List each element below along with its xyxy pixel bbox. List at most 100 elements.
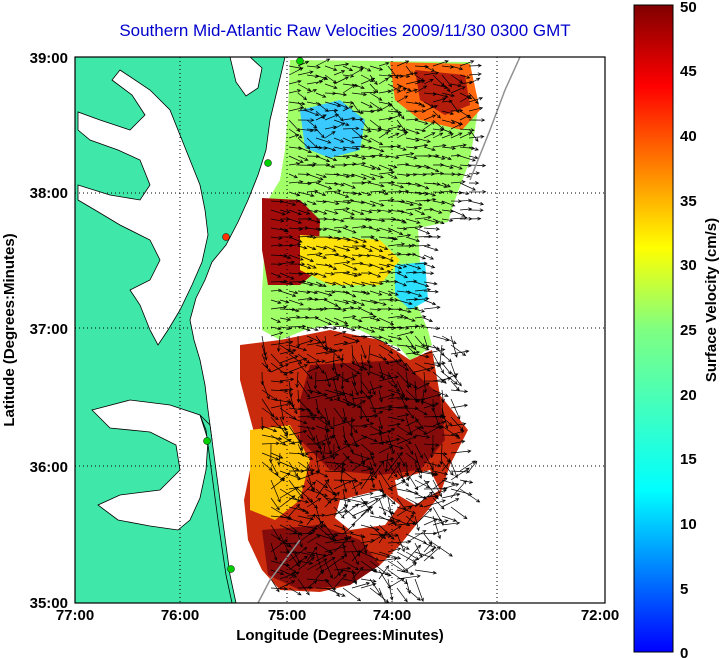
velocity-arrow: [333, 536, 352, 553]
velocity-arrow: [459, 182, 477, 191]
velocity-arrow: [360, 497, 374, 515]
velocity-arrow: [261, 380, 270, 400]
velocity-arrow: [342, 126, 360, 131]
velocity-arrow: [396, 434, 412, 444]
velocity-arrow: [297, 200, 308, 206]
velocity-arrow: [297, 209, 311, 215]
velocity-arrow: [279, 377, 295, 382]
velocity-arrow: [270, 317, 282, 323]
velocity-arrow: [387, 182, 405, 189]
velocity-arrow: [378, 551, 402, 560]
velocity-arrow: [414, 366, 435, 373]
velocity-arrow: [369, 290, 383, 296]
velocity-arrow: [351, 551, 359, 566]
velocity-arrow: [333, 207, 351, 211]
velocity-arrow: [288, 587, 302, 596]
velocity-arrow: [306, 209, 319, 214]
velocity-arrow: [270, 578, 280, 593]
velocity-arrow: [378, 317, 395, 326]
velocity-arrow: [324, 555, 345, 571]
velocity-arrow: [342, 236, 359, 244]
velocity-arrow: [349, 416, 354, 437]
velocity-arrow: [378, 497, 387, 516]
velocity-arrow: [342, 105, 354, 112]
velocity-arrow: [423, 425, 442, 436]
velocity-arrow: [369, 385, 383, 391]
velocity-arrow: [315, 416, 334, 430]
velocity-arrow: [333, 418, 356, 427]
velocity-arrow: [279, 387, 294, 392]
velocity-arrow: [297, 191, 315, 198]
velocity-arrow: [351, 306, 362, 310]
velocity-arrow: [306, 546, 318, 562]
velocity-arrow: [261, 362, 272, 373]
velocity-arrow: [324, 281, 337, 286]
velocity-arrow: [342, 227, 357, 234]
velocity-arrow: [423, 541, 433, 553]
velocity-arrow: [297, 471, 320, 481]
velocity-arrow: [315, 556, 336, 571]
velocity-arrow: [468, 63, 482, 68]
velocity-arrow: [306, 434, 322, 450]
velocity-arrow: [279, 299, 290, 304]
velocity-arrow: [414, 452, 423, 474]
velocity-arrow: [468, 171, 480, 175]
colorbar-label: Surface Velocity (cm/s): [703, 218, 720, 382]
map-title: Southern Mid-Atlantic Raw Velocities 200…: [119, 21, 570, 40]
velocity-arrow: [387, 344, 401, 351]
x-tick-label: 73:00: [478, 607, 516, 624]
velocity-arrow: [360, 434, 378, 443]
velocity-arrow: [270, 299, 282, 304]
velocity-arrow: [315, 290, 333, 297]
velocity-arrow: [333, 76, 350, 85]
velocity-arrow: [405, 407, 415, 419]
velocity-arrow: [360, 65, 372, 72]
velocity-arrow: [306, 245, 317, 251]
velocity-arrow: [288, 344, 308, 352]
velocity-arrow: [288, 218, 303, 224]
velocity-arrow: [459, 92, 473, 100]
velocity-arrow: [414, 425, 428, 435]
velocity-arrow: [324, 348, 344, 355]
velocity-arrow: [369, 263, 385, 271]
velocity-arrow: [384, 452, 389, 473]
velocity-arrow: [405, 587, 421, 601]
velocity-arrow: [297, 529, 316, 544]
velocity-arrow: [342, 137, 355, 144]
velocity-arrow: [288, 531, 314, 536]
velocity-arrow: [324, 587, 346, 597]
velocity-arrow: [369, 371, 384, 378]
velocity-arrow: [378, 103, 393, 112]
velocity-arrow: [315, 137, 332, 144]
velocity-arrow: [396, 413, 410, 418]
velocity-arrow: [306, 415, 324, 420]
velocity-arrow: [360, 380, 372, 395]
velocity-arrow: [315, 173, 327, 179]
velocity-arrow: [468, 72, 482, 77]
velocity-arrow: [315, 76, 327, 85]
velocity-arrow: [333, 200, 352, 205]
velocity-arrow: [324, 374, 342, 382]
velocity-arrow: [432, 515, 441, 540]
velocity-arrow: [351, 371, 357, 387]
velocity-arrow: [351, 261, 364, 266]
velocity-arrow: [324, 290, 336, 294]
velocity-arrow: [306, 520, 325, 535]
velocity-arrow: [315, 92, 327, 98]
velocity-arrow: [450, 380, 460, 392]
velocity-arrow: [279, 486, 300, 499]
velocity-arrow: [360, 308, 374, 315]
velocity-arrow: [378, 217, 397, 222]
velocity-arrow: [315, 227, 328, 232]
velocity-arrow: [270, 539, 288, 553]
velocity-arrow: [396, 308, 412, 314]
velocity-arrow: [297, 217, 313, 221]
velocity-arrow: [288, 497, 310, 504]
velocity-arrow: [270, 340, 294, 346]
velocity-arrow: [342, 314, 357, 319]
velocity-arrow: [288, 254, 304, 261]
velocity-arrow: [396, 146, 407, 151]
velocity-arrow: [405, 362, 416, 376]
velocity-arrow: [459, 95, 472, 103]
